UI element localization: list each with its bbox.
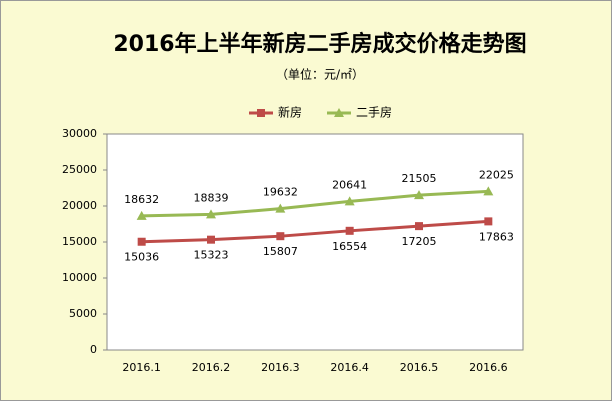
y-tick-label: 25000 <box>62 163 97 176</box>
point <box>344 196 355 206</box>
x-tick-label: 2016.4 <box>330 361 369 374</box>
point <box>415 222 423 231</box>
point <box>207 235 215 244</box>
data-label: 22025 <box>479 168 514 181</box>
y-tick-label: 20000 <box>62 199 97 212</box>
x-tick-label: 2016.3 <box>261 361 300 374</box>
x-tick-label: 2016.2 <box>192 361 231 374</box>
x-tick-label: 2016.5 <box>400 361 439 374</box>
point <box>414 190 424 200</box>
y-tick-label: 30000 <box>62 127 97 140</box>
data-label: 21505 <box>402 172 437 185</box>
data-label: 15036 <box>124 251 159 264</box>
data-label: 19632 <box>263 186 298 199</box>
legend-label: 二手房 <box>356 105 392 120</box>
data-label: 18632 <box>124 193 159 206</box>
point <box>137 237 146 246</box>
y-tick-label: 5000 <box>69 307 97 320</box>
point <box>136 210 147 220</box>
data-label: 17863 <box>479 230 514 243</box>
data-label: 17205 <box>402 235 437 248</box>
data-label: 16554 <box>332 240 367 253</box>
chart-title: 2016年上半年新房二手房成交价格走势图 <box>113 31 526 57</box>
point <box>484 217 493 226</box>
legend-marker <box>334 108 344 117</box>
point <box>483 186 494 196</box>
point <box>206 209 216 219</box>
y-tick-label: 0 <box>90 343 97 356</box>
legend-label: 新房 <box>278 105 302 120</box>
x-tick-label: 2016.6 <box>469 361 508 374</box>
point <box>276 232 285 241</box>
series-line <box>141 189 489 218</box>
y-tick-label: 10000 <box>62 271 97 284</box>
chart-subtitle: （单位：元/㎡） <box>276 67 364 82</box>
point <box>275 203 286 213</box>
data-label: 20641 <box>332 178 367 191</box>
point <box>345 226 354 235</box>
x-tick-label: 2016.1 <box>122 361 161 374</box>
y-tick-label: 15000 <box>62 235 97 248</box>
data-label: 15807 <box>263 245 298 258</box>
data-label: 15323 <box>194 249 229 262</box>
legend-marker <box>257 109 265 117</box>
data-label: 18839 <box>194 191 229 204</box>
series-line <box>141 219 489 244</box>
